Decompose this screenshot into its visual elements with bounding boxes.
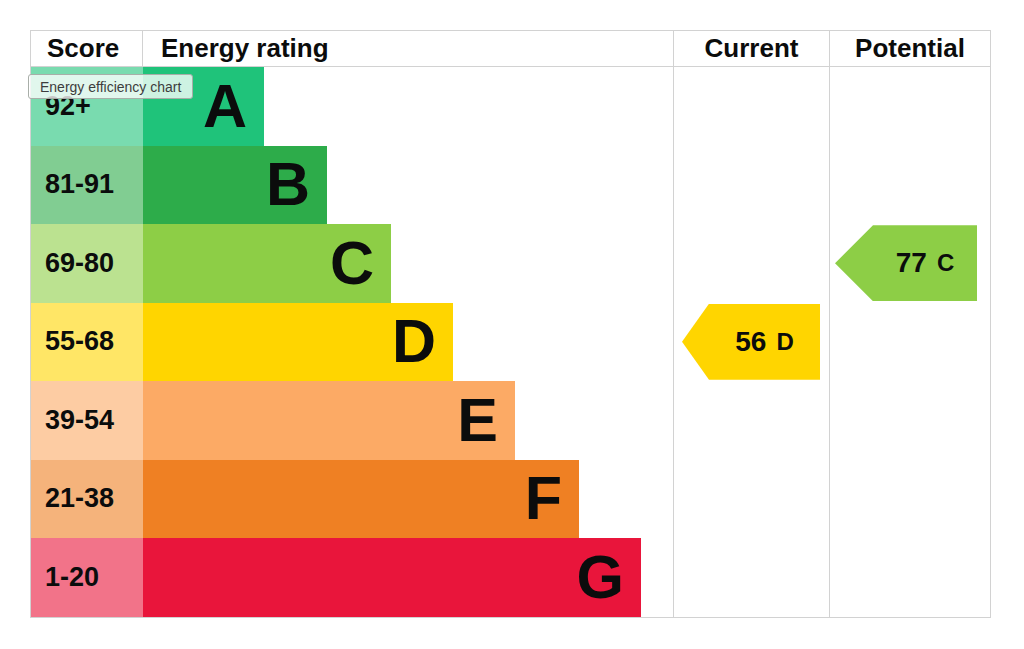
- potential-cell: [829, 303, 990, 382]
- band-letter-b: B: [266, 154, 310, 215]
- potential-cell: [829, 381, 990, 460]
- band-row-d: 55-68 D: [31, 303, 990, 382]
- current-rating-arrow: 56 D: [682, 304, 820, 380]
- potential-rating-band: C: [937, 249, 954, 277]
- table-header-row: Score Energy rating Current Potential: [31, 31, 990, 67]
- band-letter-g: G: [577, 547, 624, 608]
- band-bar-c: C: [143, 224, 391, 303]
- current-cell: [673, 538, 829, 617]
- band-bar-b: B: [143, 146, 327, 225]
- current-cell: [673, 460, 829, 539]
- band-bar-e: E: [143, 381, 515, 460]
- band-letter-c: C: [330, 233, 374, 294]
- score-range-d: 55-68: [31, 303, 143, 382]
- score-range-g: 1-20: [31, 538, 143, 617]
- potential-cell: [829, 67, 990, 146]
- band-letter-e: E: [457, 390, 498, 451]
- band-rows: 92+ A 81-91 B 69-80 C 55-68 D: [31, 67, 990, 617]
- score-column-header: Score: [31, 31, 143, 66]
- current-rating-value: 56: [735, 326, 766, 358]
- energy-efficiency-chart[interactable]: Score Energy rating Current Potential 92…: [0, 0, 1024, 649]
- band-bar-f: F: [143, 460, 579, 539]
- potential-cell: [829, 460, 990, 539]
- band-letter-a: A: [203, 76, 247, 137]
- potential-cell: [829, 538, 990, 617]
- epc-rating-table: Score Energy rating Current Potential 92…: [30, 30, 991, 618]
- band-bar-d: D: [143, 303, 453, 382]
- potential-rating-value: 77: [896, 247, 927, 279]
- band-row-e: 39-54 E: [31, 381, 990, 460]
- score-range-c: 69-80: [31, 224, 143, 303]
- band-row-b: 81-91 B: [31, 146, 990, 225]
- tooltip-text: Energy efficiency chart: [40, 79, 181, 95]
- band-letter-f: F: [525, 468, 562, 529]
- current-cell: [673, 224, 829, 303]
- current-rating-band: D: [776, 328, 793, 356]
- band-row-g: 1-20 G: [31, 538, 990, 617]
- potential-cell: [829, 146, 990, 225]
- current-cell: [673, 67, 829, 146]
- band-letter-d: D: [392, 311, 436, 372]
- current-column-header: Current: [673, 31, 829, 66]
- energy-rating-column-header: Energy rating: [143, 31, 673, 66]
- tooltip: Energy efficiency chart: [28, 74, 193, 99]
- score-range-b: 81-91: [31, 146, 143, 225]
- potential-column-header: Potential: [829, 31, 990, 66]
- band-bar-g: G: [143, 538, 641, 617]
- current-cell: [673, 381, 829, 460]
- band-row-f: 21-38 F: [31, 460, 990, 539]
- score-range-f: 21-38: [31, 460, 143, 539]
- current-cell: [673, 146, 829, 225]
- score-range-e: 39-54: [31, 381, 143, 460]
